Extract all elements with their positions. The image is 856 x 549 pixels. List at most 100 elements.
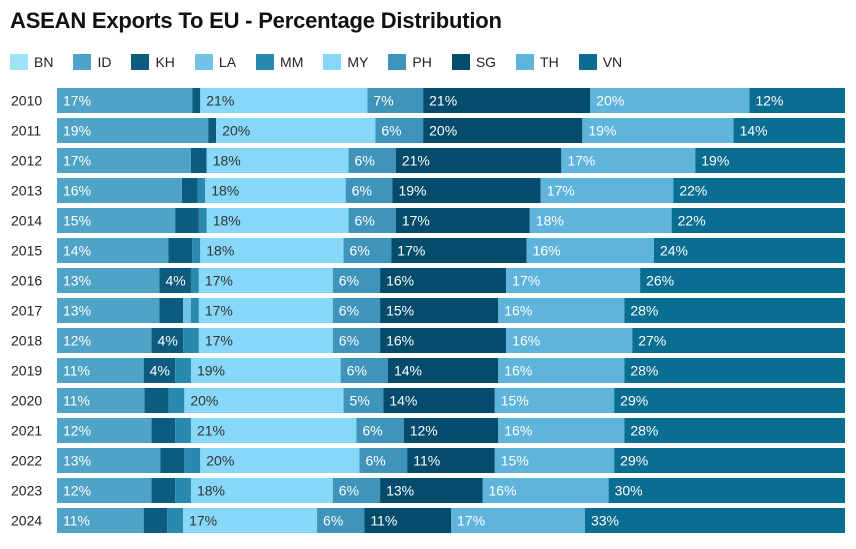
bar-segment-id: [57, 328, 152, 353]
y-tick-label: 2024: [11, 513, 42, 529]
bar-segment-sg: [392, 178, 541, 203]
data-label: 13%: [63, 273, 91, 289]
data-label: 14%: [63, 243, 91, 259]
bar-segment-mm: [175, 418, 191, 443]
data-label: 11%: [63, 513, 90, 529]
bar-segment-id: [57, 268, 160, 293]
legend-label: PH: [412, 54, 432, 70]
data-label: 17%: [205, 333, 233, 349]
data-label: 15%: [386, 303, 414, 319]
data-label: 17%: [402, 213, 430, 229]
legend-label: MM: [280, 54, 304, 70]
bar-segment-vn: [624, 358, 845, 383]
data-label: 28%: [630, 303, 658, 319]
bar-segment-sg: [364, 508, 451, 533]
bar-segment-id: [57, 118, 209, 143]
legend-swatch: [131, 54, 150, 70]
bar-segment-vn: [614, 388, 845, 413]
bar-segment-th: [498, 418, 625, 443]
bar-segment-ph: [348, 148, 396, 173]
bar-segment-id: [57, 448, 161, 473]
y-tick-label: 2023: [11, 483, 42, 499]
bar-segment-kh: [159, 298, 184, 323]
data-label: 13%: [386, 483, 414, 499]
data-label: 5%: [350, 393, 370, 409]
bar-segment-mm: [183, 328, 199, 353]
data-label: 4%: [165, 273, 185, 289]
data-label: 6%: [362, 423, 382, 439]
data-label: 16%: [63, 183, 91, 199]
bar-segment-mm: [192, 238, 201, 263]
data-label: 18%: [197, 483, 225, 499]
y-tick-label: 2014: [11, 213, 42, 229]
data-label: 18%: [211, 183, 239, 199]
legend-swatch: [578, 54, 597, 70]
bar-segment-ph: [332, 268, 381, 293]
bar-segment-ph: [348, 208, 396, 233]
y-tick-label: 2010: [11, 93, 42, 109]
legend-swatch: [516, 54, 535, 70]
data-label: 12%: [63, 483, 91, 499]
bar-segment-kh: [159, 268, 191, 293]
data-label: 28%: [630, 423, 658, 439]
bar-segment-sg: [395, 148, 562, 173]
bar-segment-id: [57, 208, 176, 233]
bar-segment-vn: [671, 208, 845, 233]
data-label: 16%: [512, 333, 540, 349]
legend-item-id: ID: [73, 54, 111, 70]
bar-segment-kh: [192, 88, 201, 113]
y-tick-label: 2022: [11, 453, 42, 469]
data-label: 20%: [190, 393, 218, 409]
data-label: 15%: [63, 213, 91, 229]
bar-segment-my: [205, 178, 346, 203]
bar-segment-sg: [380, 328, 507, 353]
legend-item-bn: BN: [10, 54, 53, 70]
data-label: 21%: [402, 153, 430, 169]
bar-segment-my: [206, 208, 349, 233]
data-label: 18%: [213, 153, 241, 169]
bar-segment-my: [198, 298, 333, 323]
bar-segment-th: [506, 268, 641, 293]
bar-segment-kh: [143, 508, 168, 533]
data-label: 16%: [504, 303, 532, 319]
bar-segment-ph: [332, 478, 381, 503]
legend-swatch: [194, 54, 213, 70]
data-label: 17%: [397, 243, 425, 259]
legend-swatch: [323, 54, 342, 70]
data-label: 21%: [429, 93, 457, 109]
bar-segment-sg: [380, 298, 499, 323]
bar-segment-sg: [407, 448, 495, 473]
bar-segment-kh: [151, 478, 176, 503]
bar-segment-my: [200, 238, 344, 263]
data-label: 17%: [547, 183, 575, 199]
bar-segment-vn: [614, 448, 845, 473]
bar-segment-la: [183, 298, 191, 323]
bar-segment-my: [190, 358, 341, 383]
legend: BN ID KH LA MM MY PH SG TH VN: [10, 53, 642, 71]
bar-segment-my: [184, 388, 344, 413]
legend-swatch: [451, 54, 470, 70]
data-label: 22%: [678, 213, 706, 229]
bar-segment-vn: [632, 328, 845, 353]
data-label: 17%: [205, 303, 233, 319]
data-label: 19%: [398, 183, 426, 199]
bar-segment-id: [57, 238, 169, 263]
bar-segment-vn: [640, 268, 845, 293]
legend-item-sg: SG: [451, 54, 496, 70]
data-label: 17%: [63, 153, 91, 169]
data-label: 17%: [567, 153, 595, 169]
bar-segment-vn: [749, 88, 845, 113]
data-label: 6%: [350, 243, 370, 259]
bar-segment-th: [590, 88, 750, 113]
data-label: 14%: [394, 363, 422, 379]
data-label: 33%: [591, 513, 619, 529]
legend-swatch: [73, 54, 92, 70]
bar-segment-my: [206, 148, 349, 173]
y-tick-label: 2018: [11, 333, 42, 349]
data-label: 20%: [429, 123, 457, 139]
bar-segment-id: [57, 358, 144, 383]
legend-item-vn: VN: [578, 54, 622, 70]
bar-segment-sg: [380, 268, 507, 293]
data-label: 6%: [355, 153, 375, 169]
